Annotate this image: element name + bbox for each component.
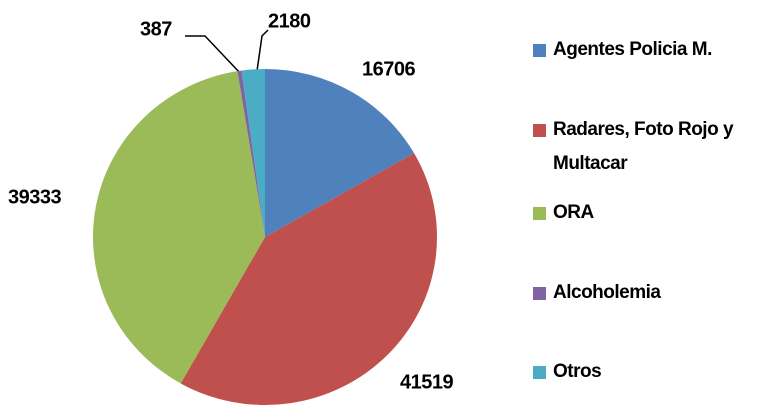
legend-swatch xyxy=(533,207,546,220)
legend-swatch xyxy=(533,44,546,57)
legend-entry: Alcoholemia xyxy=(533,276,773,310)
leader-line xyxy=(185,35,242,75)
legend-label: ORA xyxy=(553,202,594,223)
pie-slice xyxy=(265,69,415,237)
pie-slice xyxy=(92,71,265,384)
legend-entry: Radares, Foto Rojo y Multacar xyxy=(533,113,773,181)
legend-entry: ORA xyxy=(533,196,773,230)
pie-slice xyxy=(180,153,438,405)
data-label: 39333 xyxy=(8,186,61,208)
legend-label: Radares, Foto Rojo y Multacar xyxy=(553,119,734,174)
legend-entry: Agentes Policia M. xyxy=(533,33,773,67)
pie-slice xyxy=(237,70,265,237)
data-label: 16706 xyxy=(362,58,415,80)
leader-line xyxy=(256,29,269,72)
data-label: 2180 xyxy=(268,10,311,32)
legend-swatch xyxy=(533,366,546,379)
data-label: 387 xyxy=(140,18,172,40)
legend-label: Otros xyxy=(553,361,602,382)
pie-slice xyxy=(241,69,265,237)
legend-label: Alcoholemia xyxy=(553,282,661,303)
legend-entry: Otros xyxy=(533,355,773,389)
legend-swatch xyxy=(533,124,546,137)
legend-label: Agentes Policia M. xyxy=(553,39,712,60)
data-label: 41519 xyxy=(400,371,453,393)
legend-swatch xyxy=(533,287,546,300)
